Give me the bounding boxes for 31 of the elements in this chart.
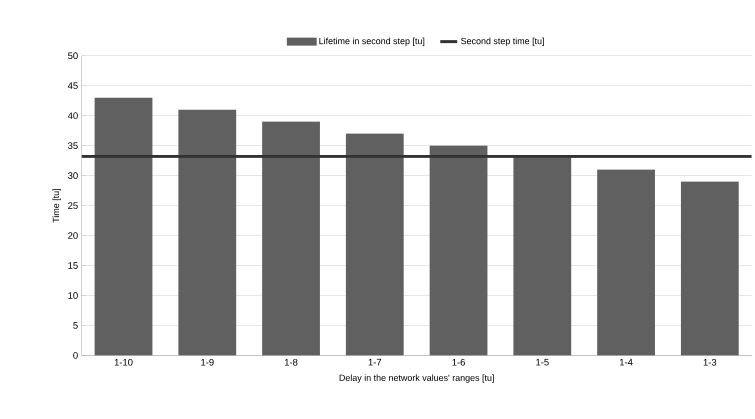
x-tick-label: 1-9 xyxy=(201,358,214,366)
x-tick-label: 1-5 xyxy=(536,358,549,366)
y-tick-label: 15 xyxy=(68,262,78,269)
y-tick-label: 20 xyxy=(68,232,78,239)
x-tick-label: 1-6 xyxy=(452,358,465,366)
legend-label: Second step time [tu] xyxy=(461,38,544,46)
x-tick-label: 1-8 xyxy=(284,358,298,366)
x-axis-title: Delay in the network values' ranges [tu] xyxy=(340,374,494,383)
bar xyxy=(346,134,404,356)
y-tick-label: 35 xyxy=(68,142,78,149)
x-tick-label: 1-3 xyxy=(704,358,716,366)
bar xyxy=(262,122,320,356)
x-tick-label: 1-10 xyxy=(114,358,133,366)
bar xyxy=(430,146,488,356)
x-tick-label: 1-4 xyxy=(620,358,633,366)
x-tick-label: 1-7 xyxy=(368,358,382,366)
y-tick-label: 40 xyxy=(68,112,78,119)
legend-label: Lifetime in second step [tu] xyxy=(319,38,424,46)
bar xyxy=(178,110,236,356)
y-tick-label: 45 xyxy=(68,82,78,89)
bar xyxy=(680,182,739,356)
bar xyxy=(513,158,572,356)
bar xyxy=(597,170,655,356)
bar xyxy=(94,98,152,356)
y-tick-label: 50 xyxy=(68,52,78,60)
y-axis-title: Time [tu] xyxy=(52,188,61,223)
y-tick-label: 0 xyxy=(73,352,78,359)
y-tick-label: 5 xyxy=(73,322,78,329)
y-tick-label: 10 xyxy=(68,292,78,299)
y-tick-label: 30 xyxy=(68,172,78,179)
y-tick-label: 25 xyxy=(68,202,78,209)
